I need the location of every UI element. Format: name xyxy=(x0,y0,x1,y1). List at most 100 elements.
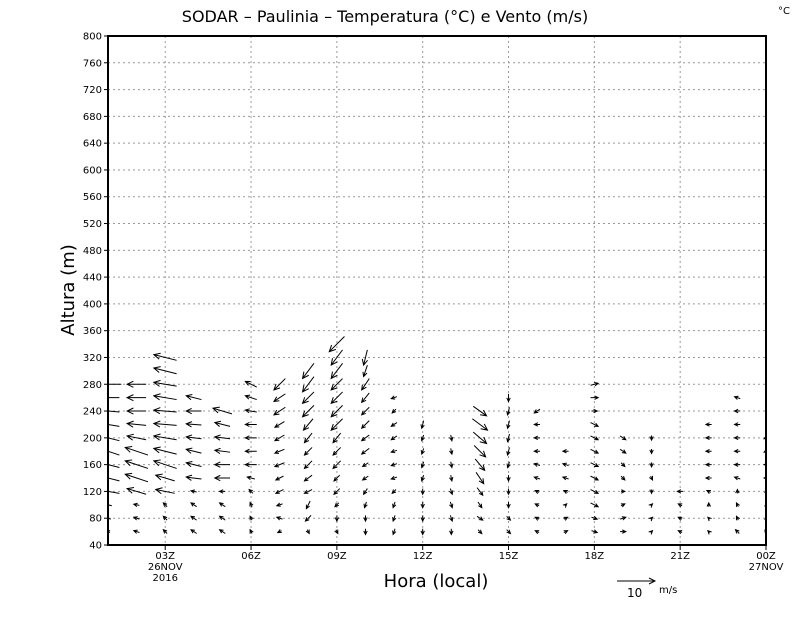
wind-vector xyxy=(449,528,454,536)
wind-vector xyxy=(330,391,343,405)
wind-vector xyxy=(649,475,654,481)
wind-vector xyxy=(590,422,600,427)
wind-vector xyxy=(420,488,425,496)
wind-vector xyxy=(762,476,766,480)
wind-vector xyxy=(273,448,285,454)
wind-vector xyxy=(360,406,370,416)
wind-vector xyxy=(735,488,740,494)
wind-vector xyxy=(302,418,314,432)
wind-vector xyxy=(420,501,425,509)
wind-vector xyxy=(706,501,711,507)
wind-vector xyxy=(126,486,147,495)
wind-vector xyxy=(733,449,741,454)
wind-vector xyxy=(211,406,233,415)
wind-vector xyxy=(391,408,397,414)
wind-vector xyxy=(534,489,540,494)
wind-vector xyxy=(154,473,175,482)
wind-vector xyxy=(591,529,599,534)
wind-vector xyxy=(152,446,177,455)
wind-vector xyxy=(303,489,313,494)
wind-vector xyxy=(108,397,120,399)
wind-vector xyxy=(391,489,397,495)
wind-vector xyxy=(185,474,202,481)
wind-vector xyxy=(704,449,712,454)
wind-vector xyxy=(562,489,568,494)
wind-vector xyxy=(218,529,226,534)
y-tick-label: 480 xyxy=(83,246,102,257)
wind-vector xyxy=(472,431,488,445)
wind-vector xyxy=(213,434,231,441)
wind-vector xyxy=(363,501,368,509)
wind-vector xyxy=(125,407,147,415)
x-tick-label: 00Z xyxy=(756,551,776,562)
wind-vector xyxy=(390,462,398,467)
wind-vector xyxy=(185,434,202,441)
wind-vector xyxy=(590,382,600,387)
y-tick-label: 160 xyxy=(83,460,102,471)
wind-vector xyxy=(762,463,766,467)
y-tick-label: 440 xyxy=(83,273,102,284)
wind-vector xyxy=(649,448,654,455)
wind-vector xyxy=(330,404,343,418)
wind-vector xyxy=(390,422,398,427)
wind-vector xyxy=(420,434,425,442)
wind-vector xyxy=(162,528,168,534)
wind-vector xyxy=(392,501,397,509)
wind-vector xyxy=(152,393,177,401)
reference-value: 10 xyxy=(627,586,642,600)
wind-vector xyxy=(125,394,147,402)
wind-vector xyxy=(334,529,339,535)
y-tick-label: 80 xyxy=(89,514,102,525)
wind-vector xyxy=(108,450,120,456)
wind-vector xyxy=(735,515,740,521)
wind-vector xyxy=(108,410,120,413)
wind-vector xyxy=(108,423,120,427)
wind-vector xyxy=(506,461,511,469)
wind-vector xyxy=(533,462,541,467)
wind-vector xyxy=(476,487,484,497)
wind-vector xyxy=(125,433,147,441)
wind-vector xyxy=(590,448,600,454)
wind-vector xyxy=(563,516,569,521)
wind-vector xyxy=(301,362,315,380)
wind-vector xyxy=(360,447,370,455)
wind-vector xyxy=(562,503,568,508)
wind-vector xyxy=(330,362,343,380)
reference-arrow-head xyxy=(648,577,657,585)
wind-vector xyxy=(244,422,257,427)
wind-vector xyxy=(275,516,283,521)
wind-vector xyxy=(362,365,368,378)
wind-vector xyxy=(361,462,369,468)
reference-vector: 10 m/s xyxy=(617,577,677,600)
wind-vector xyxy=(124,472,149,483)
wind-vector xyxy=(449,448,454,456)
wind-vector xyxy=(705,489,711,494)
wind-vector xyxy=(124,459,149,469)
y-tick-label: 520 xyxy=(83,219,102,230)
y-axis-label: Altura (m) xyxy=(58,244,79,336)
wind-vector xyxy=(449,488,454,496)
x-tick-label: 09Z xyxy=(327,551,347,562)
y-tick-label: 40 xyxy=(89,541,102,552)
wind-vector xyxy=(361,378,370,391)
wind-vector xyxy=(473,445,487,458)
wind-vector xyxy=(534,530,540,535)
wind-vector xyxy=(649,435,654,442)
wind-vector xyxy=(649,462,654,469)
wind-vector xyxy=(108,383,122,385)
wind-vector xyxy=(506,501,511,509)
wind-vector xyxy=(108,490,120,494)
wind-vector xyxy=(152,407,177,415)
wind-vector xyxy=(185,460,202,468)
wind-vector xyxy=(152,366,177,375)
wind-vector xyxy=(648,516,654,522)
wind-vector xyxy=(449,501,454,509)
wind-vector xyxy=(506,393,511,403)
x-tick-date: 26NOV xyxy=(148,562,183,573)
chart-title: SODAR – Paulinia – Temperatura (°C) e Ve… xyxy=(182,7,588,26)
wind-vector xyxy=(244,448,257,454)
wind-vector xyxy=(244,435,257,441)
wind-vector xyxy=(534,516,540,521)
wind-vector xyxy=(303,460,313,470)
